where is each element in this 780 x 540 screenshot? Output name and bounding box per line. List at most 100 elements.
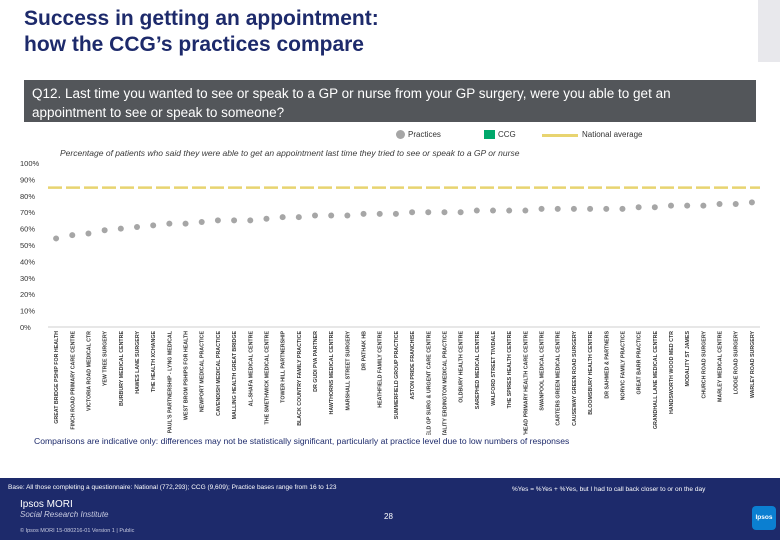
title-line-2: how the CCG’s practices compare [24, 33, 364, 56]
y-tick-label: 60% [20, 225, 35, 234]
y-tick-label: 10% [20, 307, 35, 316]
page-title: Success in getting an appointment: how t… [24, 6, 644, 58]
legend-national: National average [582, 130, 643, 139]
practice-point [101, 227, 108, 234]
practice-point [473, 207, 480, 214]
practice-point [457, 209, 464, 216]
ipsos-name: Ipsos MORI [20, 499, 73, 510]
y-tick-label: 0% [20, 323, 31, 332]
practice-point [619, 205, 626, 212]
practice-point [247, 217, 254, 224]
category-label: THE SMETHWICK MEDICAL CENTRE [264, 331, 270, 425]
category-label: MODALITY ST JAMES [685, 331, 691, 387]
base-note: Base: All those completing a questionnai… [8, 484, 337, 491]
practice-point [166, 220, 173, 227]
practice-point [279, 214, 286, 221]
legend-practices: Practices [408, 130, 441, 139]
category-label: FINCH ROAD PRIMARY CARE CENTRE [70, 331, 76, 430]
practice-point [69, 232, 76, 239]
practice-point [506, 207, 513, 214]
y-tick-label: 100% [20, 159, 40, 168]
page-number: 28 [384, 512, 393, 521]
chart-legend: Practices CCG National average [0, 130, 780, 142]
practice-point [587, 205, 594, 212]
ipsos-logo: Ipsos MORI Social Research Institute [20, 500, 109, 520]
y-tick-label: 40% [20, 257, 35, 266]
practice-point [522, 207, 529, 214]
y-tick-label: 70% [20, 208, 35, 217]
category-label: BLOOMSBURY HEALTH CENTRE [588, 331, 594, 415]
national-average-line-icon [542, 134, 578, 137]
category-label: GREAT BARR PRACTICE [637, 331, 643, 395]
category-label: YEW TREE SURGERY [103, 331, 109, 387]
category-label: CHURCH ROAD SURGERY [701, 331, 707, 399]
footer-bar [0, 478, 780, 540]
category-label: CAUSEWAY GREEN ROAD SURGERY [572, 331, 578, 426]
category-label: CAVENDISH MEDICAL PRACTICE [216, 331, 222, 416]
category-label: VICTORIA ROAD MEDICAL CTR [86, 331, 92, 411]
practice-point [85, 230, 92, 237]
category-label: GREAT BRIDGE PSHIP FOR HEALTH [54, 331, 60, 424]
category-label: HANDSWORTH WOOD MED CTR [669, 331, 675, 414]
practice-comparison-chart: 0% 10% 20% 30% 40% 50% 60% 70% 80% 90% 100% GREAT B… [20, 159, 760, 435]
practice-point [150, 222, 157, 229]
practice-point [570, 205, 577, 212]
practice-point [651, 204, 658, 211]
practice-point [198, 219, 205, 226]
category-label: HAWTHORNS MEDICAL CENTRE [329, 331, 335, 415]
practice-point [490, 207, 496, 214]
category-label: OLDBURY HEALTH CENTRE [459, 331, 465, 403]
practice-point [392, 210, 399, 217]
ipsos-subtitle: Social Research Institute [20, 510, 109, 519]
question-text: Q12. Last time you wanted to see or spea… [24, 80, 756, 122]
practice-point [231, 217, 238, 224]
practice-point [214, 217, 221, 224]
category-label: MALLING HEALTH GREAT BRIDGE [232, 331, 238, 420]
practice-point [684, 202, 691, 209]
category-label: THE HEALTH XCHANGE [151, 331, 157, 393]
footnote: Comparisons are indicative only: differe… [34, 436, 570, 446]
practice-point [295, 214, 302, 221]
practice-point [328, 212, 335, 219]
category-label: SAREPHED MEDICAL CENTRE [475, 331, 481, 410]
yes-definition-note: %Yes = %Yes + %Yes, but I had to call ba… [512, 486, 706, 493]
practice-point [603, 205, 610, 212]
category-label: CARTERS GREEN MEDICAL CENTRE [556, 331, 562, 426]
practice-point [668, 202, 674, 209]
category-label: HAWES LANE SURGERY [135, 331, 141, 394]
practice-marker-icon [396, 130, 405, 139]
logo-tab [758, 0, 780, 62]
category-label: THE SPIRES HEALTH CENTRE [507, 331, 513, 409]
category-label: HOLYHEAD PRIMARY HEALTH CARE CENTRE [523, 331, 529, 435]
practice-point [409, 209, 416, 216]
y-tick-label: 50% [20, 241, 35, 250]
practice-point [53, 235, 60, 242]
practice-point [425, 209, 432, 216]
chart-subtitle: Percentage of patients who said they wer… [60, 148, 520, 158]
category-label: BLACK COUNTRY FAMILY PRACTICE [297, 331, 303, 426]
category-label: BURBURY MEDICAL CENTRE [119, 331, 125, 406]
practice-point [182, 220, 189, 227]
category-label: DR SAHMED & PARTNERS [604, 331, 610, 399]
category-label: AL-SHAFA MEDICAL CENTRE [248, 331, 254, 407]
category-label: WEST BROM PSHIPS FOR HEALTH [184, 331, 190, 420]
category-label: ST PAUL'S PARTNERSHIP - LYNG MEDICAL [167, 330, 173, 435]
copyright: © Ipsos MORI 15-080216-01 Version 1 | Pu… [20, 528, 135, 534]
ccg-marker-icon [484, 130, 495, 139]
practice-point [263, 215, 270, 222]
category-label: NORVIC FAMILY PRACTICE [620, 331, 626, 401]
practice-point [700, 202, 707, 209]
category-label: WARLEY ROAD SURGERY [750, 331, 756, 399]
practice-point [344, 212, 351, 219]
practice-point [117, 225, 124, 232]
category-label: MARSHALL STREET SURGERY [345, 331, 351, 411]
practice-point [134, 223, 140, 230]
category-label: SWANPOOL MEDICAL CENTRE [540, 331, 546, 411]
practice-point [732, 201, 739, 207]
practice-point [538, 205, 545, 212]
category-label: DR GUDI PVA PARTNER [313, 331, 319, 392]
ipsos-corner-logo: Ipsos [752, 506, 776, 530]
y-tick-label: 80% [20, 192, 35, 201]
category-label: LODGE ROAD SURGERY [734, 331, 740, 395]
category-label: GRANDHALL LANE MEDICAL CENTRE [653, 331, 659, 430]
